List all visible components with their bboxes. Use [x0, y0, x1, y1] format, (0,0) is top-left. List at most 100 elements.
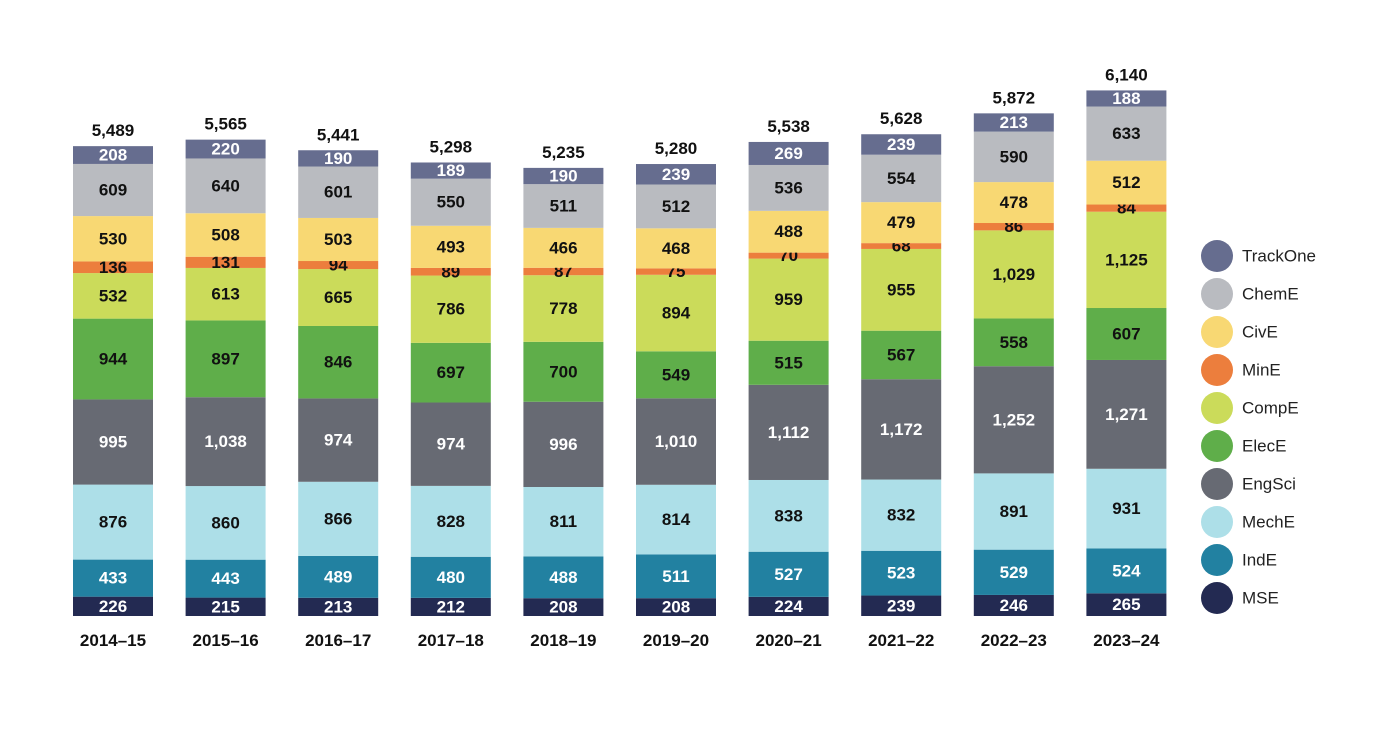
bar-segment-elece-5 — [636, 351, 716, 399]
segment-label-elece-9: 607 — [1112, 324, 1140, 343]
segment-label-mse-2: 213 — [324, 597, 352, 616]
segment-label-compe-7: 955 — [887, 280, 915, 299]
segment-label-inde-4: 488 — [549, 568, 577, 587]
segment-label-elece-1: 897 — [211, 349, 239, 368]
category-label-9: 2023–24 — [1093, 631, 1160, 650]
segment-label-trackone-1: 220 — [211, 140, 239, 159]
segment-label-meche-8: 891 — [1000, 502, 1028, 521]
bar-segment-cive-2 — [298, 217, 379, 262]
bar-segment-meche-9 — [1086, 468, 1167, 549]
total-label-7: 5,628 — [880, 109, 923, 128]
segment-label-cheme-6: 536 — [774, 178, 802, 197]
bar-segment-trackone-3 — [410, 162, 491, 179]
segment-label-mse-3: 212 — [437, 597, 465, 616]
bar-segment-compe-2 — [298, 269, 379, 326]
segment-label-compe-5: 894 — [662, 304, 691, 323]
bar-segment-cive-0 — [73, 216, 153, 262]
bar-segment-mse-8 — [973, 594, 1054, 616]
segment-label-engsci-9: 1,271 — [1105, 405, 1148, 424]
bar-segment-mse-6 — [748, 596, 829, 616]
segment-label-cive-2: 503 — [324, 230, 352, 249]
segment-label-meche-1: 860 — [211, 513, 239, 532]
category-label-8: 2022–23 — [981, 631, 1047, 650]
bar-segment-cheme-7 — [861, 154, 942, 203]
bars-group: 226 433 876 995 944 532 136 530 609 208 215 443 860 1… — [73, 89, 1167, 617]
segment-label-inde-2: 489 — [324, 567, 352, 586]
bar-segment-elece-8 — [973, 318, 1054, 367]
segment-label-cive-3: 493 — [437, 237, 465, 256]
segment-label-compe-9: 1,125 — [1105, 250, 1148, 269]
total-label-9: 6,140 — [1105, 65, 1148, 84]
segment-label-compe-0: 532 — [99, 286, 127, 305]
segment-label-meche-0: 876 — [99, 513, 127, 532]
bar-segment-meche-2 — [298, 481, 379, 556]
segment-label-mine-1: 131 — [211, 253, 239, 272]
segment-label-trackone-5: 239 — [662, 165, 690, 184]
bar-segment-inde-6 — [748, 551, 829, 597]
bar-segment-trackone-9 — [1086, 90, 1167, 107]
segment-label-cheme-5: 512 — [662, 197, 690, 216]
segment-label-mse-9: 265 — [1112, 595, 1140, 614]
bar-segment-trackone-7 — [861, 134, 942, 155]
legend-label-mine: MinE — [1242, 361, 1281, 380]
segment-label-engsci-4: 996 — [549, 435, 577, 454]
bar-segment-cive-3 — [410, 225, 491, 268]
category-label-1: 2015–16 — [193, 631, 259, 650]
legend-swatch-cive — [1201, 316, 1233, 348]
bar-segment-meche-5 — [636, 484, 716, 555]
bar-segment-cive-6 — [748, 210, 829, 253]
legend-swatch-elece — [1201, 430, 1233, 462]
segment-label-elece-6: 515 — [774, 353, 802, 372]
bar-segment-meche-4 — [523, 487, 604, 557]
bar-segment-engsci-1 — [185, 397, 266, 487]
segment-label-compe-1: 613 — [211, 285, 239, 304]
bar-segment-cive-7 — [861, 202, 942, 244]
bar-segment-mine-2 — [298, 261, 379, 270]
bar-segment-trackone-4 — [523, 167, 604, 185]
bar-segment-cheme-3 — [410, 178, 491, 226]
bar-segment-mse-4 — [523, 598, 604, 616]
segment-label-trackone-2: 190 — [324, 149, 352, 168]
bar-segment-meche-3 — [410, 485, 491, 557]
segment-label-cive-0: 530 — [99, 229, 127, 248]
bar-segment-cheme-5 — [636, 184, 716, 229]
segment-label-compe-8: 1,029 — [993, 265, 1036, 284]
segment-label-elece-0: 944 — [99, 350, 128, 369]
bar-segment-mse-1 — [185, 597, 266, 616]
bar-segment-mine-1 — [185, 256, 266, 268]
bar-segment-compe-3 — [410, 275, 491, 343]
bar-segment-inde-3 — [410, 556, 491, 598]
segment-label-mse-7: 239 — [887, 596, 915, 615]
total-label-2: 5,441 — [317, 125, 360, 144]
bar-segment-engsci-6 — [748, 384, 829, 480]
segment-label-cheme-9: 633 — [1112, 124, 1140, 143]
total-label-1: 5,565 — [204, 115, 247, 134]
legend-swatch-trackone — [1201, 240, 1233, 272]
segment-label-engsci-8: 1,252 — [993, 410, 1036, 429]
bar-segment-cheme-1 — [185, 158, 266, 214]
segment-label-cheme-1: 640 — [211, 176, 239, 195]
bar-segment-engsci-7 — [861, 379, 942, 480]
bar-segment-trackone-8 — [973, 113, 1054, 132]
bar-segment-compe-5 — [636, 274, 716, 352]
segment-label-inde-9: 524 — [1112, 561, 1141, 580]
legend-label-meche: MechE — [1242, 513, 1295, 532]
bar-segment-inde-1 — [185, 559, 266, 598]
segment-label-meche-9: 931 — [1112, 499, 1140, 518]
segment-label-cheme-4: 511 — [550, 197, 577, 216]
segment-label-inde-1: 443 — [211, 569, 239, 588]
bar-segment-trackone-5 — [636, 164, 716, 185]
segment-label-trackone-6: 269 — [774, 144, 802, 163]
legend-label-mse: MSE — [1242, 589, 1279, 608]
bar-segment-cheme-2 — [298, 166, 379, 218]
segment-label-trackone-4: 190 — [549, 167, 577, 186]
bar-segment-inde-2 — [298, 555, 379, 598]
bar-segment-mse-0 — [73, 596, 153, 616]
segment-label-mse-1: 215 — [211, 597, 239, 616]
segment-label-compe-4: 778 — [549, 299, 577, 318]
segment-label-mse-8: 246 — [1000, 596, 1028, 615]
category-label-3: 2017–18 — [418, 631, 484, 650]
segment-label-cive-6: 488 — [774, 222, 802, 241]
segment-label-mse-6: 224 — [774, 597, 803, 616]
